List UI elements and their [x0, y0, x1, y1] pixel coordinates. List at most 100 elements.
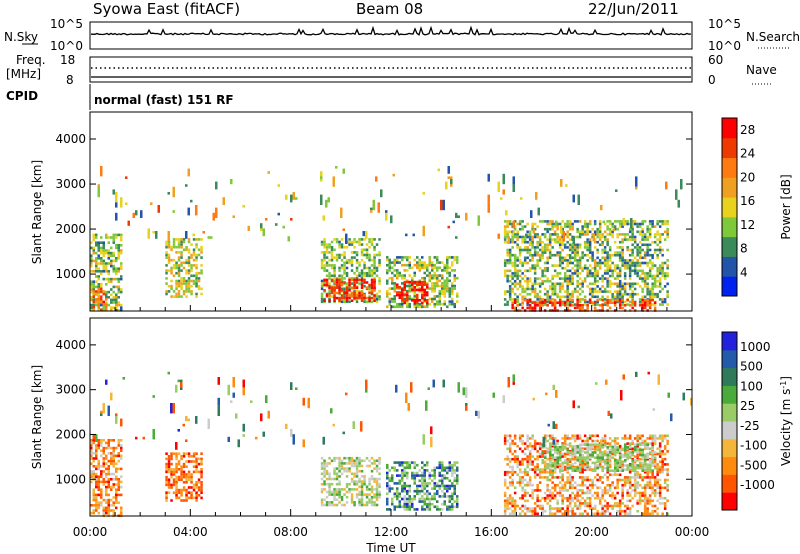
range-cell	[187, 290, 191, 293]
range-cell	[553, 457, 557, 461]
range-cell	[345, 286, 349, 289]
range-cell	[373, 269, 376, 272]
range-cell	[558, 222, 562, 226]
range-cell	[408, 305, 411, 309]
range-cell	[92, 290, 95, 293]
range-cell	[596, 233, 599, 236]
range-cell	[553, 507, 557, 510]
range-cell	[618, 512, 622, 516]
range-cell	[533, 248, 537, 252]
range-cell	[320, 498, 324, 502]
range-cell	[398, 461, 401, 464]
range-cell	[200, 462, 203, 466]
range-cell	[658, 494, 662, 497]
range-cell	[320, 295, 324, 298]
range-cell	[603, 269, 607, 273]
range-cell	[373, 501, 376, 504]
range-cell	[368, 269, 371, 272]
range-cell	[643, 491, 647, 495]
range-cell	[90, 457, 93, 460]
range-cell	[368, 291, 371, 295]
range-cell	[556, 502, 559, 505]
range-cell	[601, 476, 604, 479]
range-cell	[658, 437, 662, 440]
range-cell	[97, 501, 100, 504]
range-cell	[571, 499, 574, 503]
range-cell	[433, 497, 436, 501]
range-cell	[573, 264, 577, 267]
range-cell	[330, 264, 334, 267]
range-cell	[443, 476, 446, 480]
range-cell	[190, 496, 193, 500]
range-cell	[622, 218, 625, 226]
range-cell	[591, 292, 594, 296]
range-cell	[333, 269, 336, 272]
range-cell	[601, 279, 604, 283]
range-cell	[195, 494, 198, 497]
range-cell	[438, 295, 441, 298]
range-cell	[603, 303, 607, 306]
range-cell	[583, 298, 587, 302]
range-cell	[588, 256, 592, 260]
range-cell	[192, 248, 196, 252]
range-cell	[358, 485, 361, 489]
range-cell	[511, 306, 514, 310]
range-cell	[100, 270, 103, 273]
range-cell	[112, 285, 115, 289]
range-cell	[408, 463, 411, 467]
range-cell	[643, 512, 647, 516]
range-cell	[378, 238, 381, 241]
range-cell	[355, 296, 359, 300]
range-cell	[553, 292, 557, 296]
range-cell	[182, 475, 186, 479]
range-cell	[170, 295, 173, 298]
range-cell	[167, 284, 171, 288]
range-cell	[200, 473, 203, 476]
range-cell	[97, 459, 100, 463]
range-cell	[348, 296, 351, 300]
range-cell	[448, 292, 451, 296]
range-cell	[573, 251, 577, 254]
range-cell	[603, 301, 607, 304]
range-cell	[431, 261, 434, 264]
range-cell	[453, 279, 456, 283]
range-cell	[573, 248, 577, 252]
range-cell	[636, 261, 639, 265]
range-cell	[636, 509, 639, 513]
range-cell	[643, 306, 647, 310]
range-cell	[172, 245, 176, 249]
range-cell	[182, 488, 186, 492]
range-cell	[646, 512, 649, 516]
range-cell	[508, 238, 512, 241]
range-cell	[338, 299, 341, 302]
range-cell	[363, 271, 366, 275]
range-cell	[393, 297, 396, 301]
range-cell	[353, 245, 356, 249]
range-cell	[574, 451, 577, 454]
range-cell	[175, 475, 178, 479]
range-cell	[95, 446, 98, 450]
range-cell	[553, 240, 557, 244]
range-cell	[105, 277, 108, 281]
range-cell	[115, 246, 118, 250]
range-cell	[185, 269, 188, 272]
range-cell	[451, 287, 454, 290]
range-cell	[451, 484, 454, 488]
range-cell	[643, 476, 647, 479]
range-cell	[521, 457, 524, 461]
range-cell	[373, 258, 376, 262]
range-cell	[363, 253, 366, 257]
range-cell	[328, 482, 331, 486]
range-cell	[391, 297, 394, 301]
range-cell	[267, 171, 270, 174]
range-cell	[616, 478, 619, 482]
range-cell	[325, 245, 329, 249]
range-cell	[242, 205, 245, 208]
range-cell	[616, 233, 619, 236]
range-cell	[403, 274, 406, 277]
range-cell	[177, 462, 181, 466]
range-cell	[551, 285, 554, 288]
range-cell	[115, 454, 118, 458]
range-cell	[536, 504, 539, 508]
range-cell	[551, 292, 554, 296]
